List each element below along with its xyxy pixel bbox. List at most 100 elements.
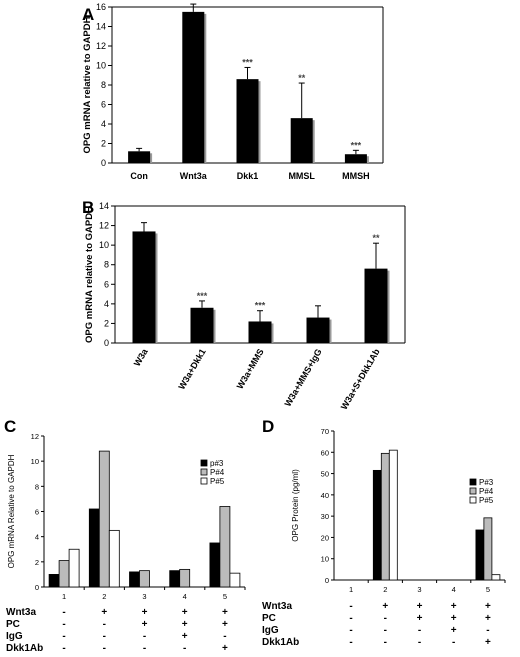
panel-c-y-tick-label: 2 bbox=[35, 558, 39, 567]
panel-d-bar bbox=[372, 469, 382, 581]
panel-c-condition-mark: + bbox=[101, 607, 107, 618]
panel-c-condition-mark: + bbox=[182, 619, 188, 630]
panel-a-y-axis-title: OPG mRNA relative to GAPDH bbox=[82, 16, 93, 153]
panel-c-condition-mark: - bbox=[103, 619, 106, 630]
panel-a-category-label: Con bbox=[130, 171, 148, 181]
panel-a-category-label: Wnt3a bbox=[180, 171, 208, 181]
panel-d-condition-mark: - bbox=[418, 637, 421, 648]
panel-d-bar bbox=[483, 517, 493, 581]
panel-b-bar bbox=[132, 231, 156, 343]
panel-a-significance: *** bbox=[188, 0, 199, 4]
panel-d-x-tick-label: 3 bbox=[417, 585, 421, 594]
panel-b-bar bbox=[190, 307, 214, 343]
panel-d-condition-mark: + bbox=[382, 601, 388, 612]
panel-c-y-tick-label: 12 bbox=[31, 432, 39, 441]
panel-a-y-tick-label: 4 bbox=[101, 119, 106, 129]
panel-b-significance: *** bbox=[255, 301, 266, 311]
panel-a-bar bbox=[290, 118, 313, 163]
panel-d-condition-mark: - bbox=[418, 625, 421, 636]
panel-d-y-axis-title: OPG Protein (pg/ml) bbox=[291, 469, 300, 542]
panel-d-condition-mark: - bbox=[384, 613, 387, 624]
panel-a-bar bbox=[344, 154, 367, 163]
panel-b-bar bbox=[306, 317, 330, 343]
panel-d-bar bbox=[491, 574, 501, 581]
panel-b-y-tick-label: 2 bbox=[104, 318, 109, 328]
panel-a-y-tick-label: 16 bbox=[96, 2, 106, 12]
panel-c-legend-swatch bbox=[200, 459, 208, 467]
panel-b-y-axis-title: OPG mRNA relative to GAPDH bbox=[84, 206, 95, 343]
panel-d-x-tick-label: 2 bbox=[383, 585, 387, 594]
panel-c-bar bbox=[209, 542, 221, 588]
panel-d-condition-mark: + bbox=[485, 601, 491, 612]
panel-b-category-label: W3a+Dkk1 bbox=[176, 347, 207, 391]
panel-c-condition-mark: - bbox=[62, 607, 65, 618]
panel-c-condition-mark: - bbox=[62, 619, 65, 630]
panel-d-condition-mark: - bbox=[349, 601, 352, 612]
panel-a-category-label: Dkk1 bbox=[237, 171, 259, 181]
panel-d-legend-label: P#5 bbox=[479, 496, 494, 505]
panel-c-condition-mark: - bbox=[223, 631, 226, 642]
panel-c-condition-mark: + bbox=[142, 619, 148, 630]
panel-d-condition-mark: - bbox=[384, 637, 387, 648]
panel-c-bar bbox=[179, 568, 191, 588]
panel-c-condition-mark: + bbox=[142, 607, 148, 618]
panel-c-bar bbox=[139, 570, 150, 588]
panel-a-significance: *** bbox=[242, 57, 253, 67]
panel-c-bar bbox=[48, 574, 60, 588]
panel-d-x-tick-label: 4 bbox=[452, 585, 456, 594]
panel-c-condition-mark: + bbox=[222, 607, 228, 618]
panel-d-bar bbox=[388, 449, 398, 581]
panel-d-y-tick-label: 50 bbox=[321, 470, 329, 479]
panel-d-condition-mark: + bbox=[451, 613, 457, 624]
panel-c-condition-label: Dkk1Ab bbox=[6, 643, 43, 654]
panel-d-y-tick-label: 0 bbox=[325, 576, 329, 585]
panel-d-y-tick-label: 40 bbox=[321, 491, 329, 500]
panel-d-legend-swatch bbox=[469, 496, 477, 504]
panel-a-significance: ** bbox=[298, 73, 306, 83]
panel-d-y-tick-label: 60 bbox=[321, 448, 329, 457]
panel-c-legend-label: P#4 bbox=[210, 468, 225, 477]
panel-b-y-tick-label: 6 bbox=[104, 279, 109, 289]
panel-d-condition-mark: - bbox=[349, 625, 352, 636]
panel-c-bar bbox=[229, 572, 241, 588]
panel-b-category-label: W3a+MMS+IgG bbox=[283, 347, 324, 408]
panel-b-significance: ** bbox=[372, 233, 380, 243]
panel-letter-c: C bbox=[4, 417, 16, 436]
panel-c-bar bbox=[108, 529, 120, 588]
panel-a-y-tick-label: 6 bbox=[101, 100, 106, 110]
panel-a-bar bbox=[236, 79, 259, 163]
panel-a-bar bbox=[182, 11, 205, 163]
panel-d-condition-mark: - bbox=[486, 625, 489, 636]
panel-c-bar bbox=[58, 560, 70, 588]
panel-c-legend-label: p#3 bbox=[210, 459, 224, 468]
panel-c-condition-mark: + bbox=[222, 643, 228, 654]
panel-c-bar bbox=[68, 548, 80, 588]
panel-c-condition-label: PC bbox=[6, 619, 20, 630]
panel-d-legend-label: P#4 bbox=[479, 487, 494, 496]
panel-d-condition-label: Dkk1Ab bbox=[262, 637, 299, 648]
panel-d-bar bbox=[380, 452, 390, 581]
panel-d-condition-mark: + bbox=[485, 613, 491, 624]
panel-c-condition-mark: - bbox=[62, 643, 65, 654]
panel-d-condition-mark: - bbox=[384, 625, 387, 636]
panel-c-x-tick-label: 2 bbox=[102, 592, 106, 601]
panel-b-category-label: W3a+MMS bbox=[235, 347, 266, 391]
panel-d-legend-swatch bbox=[469, 487, 477, 495]
panel-a-significance: *** bbox=[351, 140, 362, 150]
panel-c-condition-mark: - bbox=[143, 643, 146, 654]
panel-c-bar bbox=[88, 508, 100, 588]
panel-d-y-tick-label: 70 bbox=[321, 427, 329, 436]
panel-c-condition-mark: + bbox=[222, 619, 228, 630]
panel-c-bar bbox=[169, 570, 181, 588]
panel-d-y-tick-label: 20 bbox=[321, 533, 329, 542]
panel-b-category-label: W3a+S+Dkk1Ab bbox=[339, 347, 382, 412]
panel-b-category-label: W3a bbox=[132, 346, 150, 368]
panel-c-x-tick-label: 5 bbox=[223, 592, 227, 601]
panel-b-y-tick-label: 0 bbox=[104, 338, 109, 348]
panel-c-condition-mark: + bbox=[182, 607, 188, 618]
panel-c-condition-mark: - bbox=[103, 631, 106, 642]
panel-b-bar bbox=[248, 321, 272, 343]
panel-a-y-tick-label: 14 bbox=[96, 22, 106, 32]
panel-d-condition-label: IgG bbox=[262, 625, 279, 636]
